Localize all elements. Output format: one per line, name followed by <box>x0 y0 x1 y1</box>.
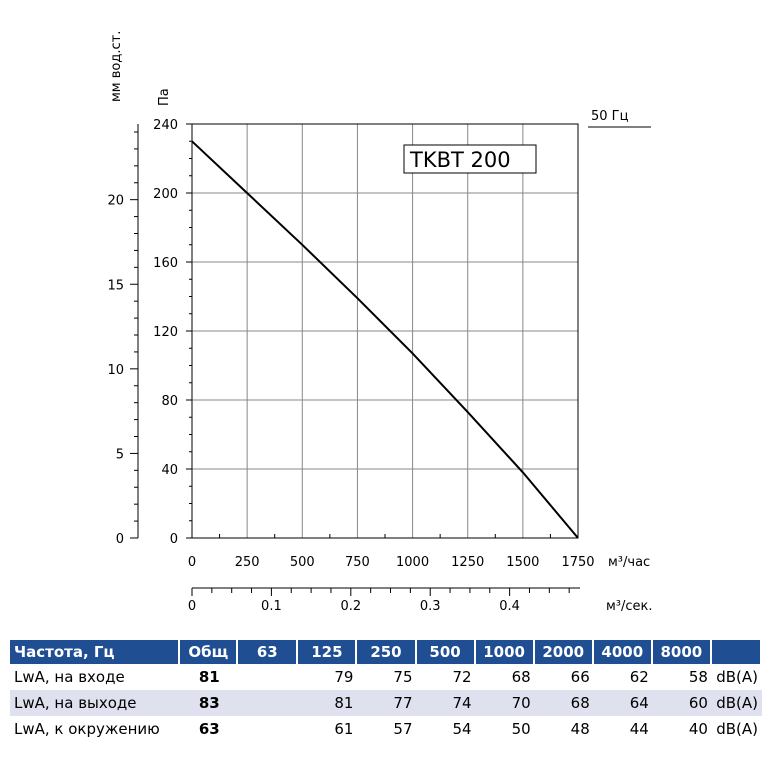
table-header-row: Частота, Гц Общ 63 125 250 500 1000 2000… <box>10 640 762 664</box>
y-axis-left-title: мм вод.ст. <box>109 31 124 102</box>
cell-250: 77 <box>357 690 417 716</box>
row-label: LwA, на выходе <box>10 690 181 716</box>
cell-63 <box>238 690 299 716</box>
cell-500: 54 <box>452 720 472 738</box>
pa-tick-label: 80 <box>161 394 178 409</box>
header-2000: 2000 <box>534 640 594 664</box>
mm-tick-label: 20 <box>107 194 124 209</box>
cell-8000: 58 <box>688 668 708 686</box>
cell-4000: 62 <box>629 668 649 686</box>
row-label: LwA, на входе <box>14 668 125 686</box>
header-total: Общ <box>180 640 239 664</box>
cell-8000: 40 <box>688 720 708 738</box>
table-row: LwA, на выходе 83 81 77 74 70 68 64 60 d… <box>10 690 762 716</box>
cell-1000: 50 <box>511 720 531 738</box>
header-frequency: Частота, Гц <box>10 640 181 664</box>
row-unit: dB(A) <box>711 690 762 716</box>
cell-125: 81 <box>298 690 358 716</box>
x-tick-label: 1000 <box>396 555 429 570</box>
header-8000: 8000 <box>652 640 712 664</box>
row-unit: dB(A) <box>716 668 758 686</box>
table-row: LwA, к окружению 63 61 57 54 50 48 44 40… <box>10 716 762 742</box>
x2-tick-label: 0 <box>188 599 196 614</box>
pa-tick-label: 0 <box>170 532 178 547</box>
x2-tick-label: 0.2 <box>340 599 361 614</box>
header-unit <box>711 640 762 664</box>
cell-63 <box>238 716 298 742</box>
header-125: 125 <box>298 640 358 664</box>
cell-125: 61 <box>334 720 354 738</box>
row-total: 63 <box>198 720 220 738</box>
cell-2000: 48 <box>570 720 590 738</box>
x-tick-label: 500 <box>290 555 315 570</box>
pa-tick-label: 40 <box>161 463 178 478</box>
header-500: 500 <box>416 640 476 664</box>
cell-125: 79 <box>334 668 354 686</box>
header-250: 250 <box>357 640 417 664</box>
cell-500: 74 <box>416 690 476 716</box>
mm-tick-label: 10 <box>107 363 124 378</box>
x-tick-label: 1750 <box>561 555 594 570</box>
x-axis-title-sec: м³/сек. <box>606 599 653 614</box>
series-line <box>191 140 579 539</box>
row-label: LwA, к окружению <box>14 720 160 738</box>
mm-tick-label: 15 <box>107 278 124 293</box>
x-tick-label: 250 <box>235 555 260 570</box>
cell-4000: 64 <box>593 690 653 716</box>
frequency-label: 50 Гц <box>591 109 629 124</box>
cell-63 <box>238 664 298 690</box>
cell-2000: 66 <box>570 668 590 686</box>
x2-tick-label: 0.4 <box>499 599 520 614</box>
cell-1000: 68 <box>511 668 531 686</box>
pa-tick-label: 240 <box>153 118 178 133</box>
pa-tick-label: 200 <box>153 187 178 202</box>
x-axis-title-hour: м³/час <box>608 555 650 570</box>
x2-tick-label: 0.3 <box>420 599 441 614</box>
chart-grid <box>192 123 579 538</box>
x-tick-label: 1500 <box>506 555 539 570</box>
cell-250: 75 <box>393 668 413 686</box>
mm-tick-label: 5 <box>116 447 124 462</box>
cell-250: 57 <box>393 720 413 738</box>
chart-title: TKBT 200 <box>409 148 511 172</box>
cell-4000: 44 <box>629 720 649 738</box>
pa-tick-label: 160 <box>153 256 178 271</box>
header-4000: 4000 <box>593 640 653 664</box>
x-tick-label: 750 <box>345 555 370 570</box>
row-unit: dB(A) <box>716 720 758 738</box>
x2-tick-label: 0.1 <box>261 599 282 614</box>
table-row: LwA, на входе 81 79 75 72 68 66 62 58 dB… <box>10 664 762 690</box>
row-total: 81 <box>198 668 220 686</box>
x-tick-label: 0 <box>188 555 196 570</box>
cell-1000: 70 <box>475 690 535 716</box>
y-axis-right-title: Па <box>157 88 172 106</box>
x-tick-label: 1250 <box>451 555 484 570</box>
header-1000: 1000 <box>475 640 535 664</box>
row-total: 83 <box>180 690 239 716</box>
pa-tick-label: 120 <box>153 325 178 340</box>
cell-2000: 68 <box>534 690 594 716</box>
cell-8000: 60 <box>652 690 712 716</box>
sound-level-table: Частота, Гц Общ 63 125 250 500 1000 2000… <box>10 640 762 742</box>
header-63: 63 <box>238 640 299 664</box>
chart-axes <box>137 123 580 589</box>
mm-tick-label: 0 <box>116 532 124 547</box>
title-box <box>403 144 537 174</box>
cell-500: 72 <box>452 668 472 686</box>
